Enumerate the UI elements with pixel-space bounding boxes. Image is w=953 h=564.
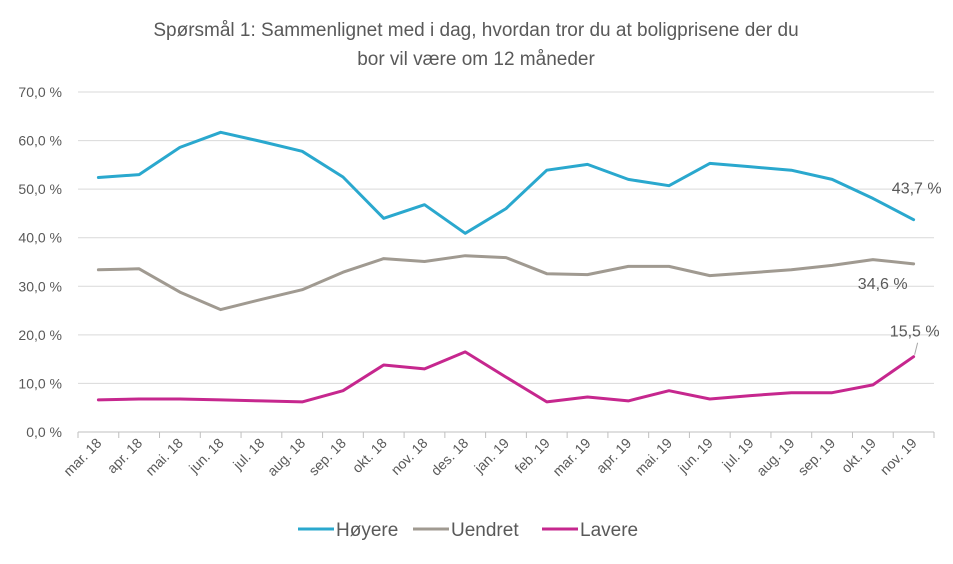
y-tick-label: 60,0 % bbox=[18, 133, 62, 149]
x-tick-label: mai. 19 bbox=[631, 435, 675, 479]
x-tick-label: okt. 18 bbox=[349, 435, 390, 476]
x-tick-label: okt. 19 bbox=[838, 435, 879, 476]
chart-title-line2: bor vil være om 12 måneder bbox=[357, 49, 595, 70]
y-tick-label: 10,0 % bbox=[18, 375, 62, 391]
legend-label: Lavere bbox=[580, 520, 638, 541]
y-tick-label: 0,0 % bbox=[26, 424, 62, 440]
series-line-høyere bbox=[96, 130, 916, 235]
series-line-lavere bbox=[96, 350, 916, 404]
gridlines bbox=[78, 91, 934, 433]
x-tick-label: aug. 18 bbox=[264, 435, 308, 479]
y-tick-label: 70,0 % bbox=[18, 84, 62, 100]
x-tick-label: mar. 19 bbox=[549, 435, 593, 479]
data-label-leader bbox=[914, 342, 919, 355]
data-label-lavere: 15,5 % bbox=[890, 324, 940, 341]
y-tick-label: 20,0 % bbox=[18, 327, 62, 343]
x-tick-label: aug. 19 bbox=[753, 435, 797, 479]
chart-title-line1: Spørsmål 1: Sammenlignet med i dag, hvor… bbox=[153, 20, 798, 41]
x-tick-label: jul. 18 bbox=[229, 435, 268, 474]
x-tick-label: apr. 19 bbox=[593, 435, 635, 477]
data-label-hoyere: 43,7 % bbox=[892, 181, 942, 198]
x-tick-label: feb. 19 bbox=[511, 435, 553, 477]
x-tick-label: sep. 18 bbox=[305, 435, 349, 479]
legend-label: Høyere bbox=[336, 520, 398, 541]
x-tick-label: jul. 19 bbox=[718, 435, 757, 474]
x-tick-label: jun. 18 bbox=[185, 435, 227, 477]
x-tick-label: nov. 19 bbox=[877, 435, 920, 478]
series-lines bbox=[96, 130, 916, 404]
data-labels: 43,7 % 34,6 % 15,5 % bbox=[858, 181, 942, 355]
x-tick-label: mar. 18 bbox=[60, 435, 104, 479]
y-tick-label: 30,0 % bbox=[18, 278, 62, 294]
data-label-uendret: 34,6 % bbox=[858, 276, 908, 293]
legend-label: Uendret bbox=[451, 520, 519, 541]
x-tick-label: nov. 18 bbox=[388, 435, 431, 478]
legend: Høyere Uendret Lavere bbox=[298, 520, 638, 541]
x-tick-label: jun. 19 bbox=[674, 435, 716, 477]
y-tick-label: 50,0 % bbox=[18, 181, 62, 197]
x-tick-label: mai. 18 bbox=[142, 435, 186, 479]
x-tick-label: des. 18 bbox=[428, 435, 472, 479]
x-tick-label: sep. 19 bbox=[794, 435, 838, 479]
y-tick-label: 40,0 % bbox=[18, 230, 62, 246]
x-tick-label: apr. 18 bbox=[104, 435, 146, 477]
series-line-uendret bbox=[96, 254, 916, 312]
x-tick-label: jan. 19 bbox=[470, 435, 512, 477]
y-axis-ticks: 0,0 % 10,0 % 20,0 % 30,0 % 40,0 % 50,0 % 60,0 … bbox=[18, 84, 62, 440]
